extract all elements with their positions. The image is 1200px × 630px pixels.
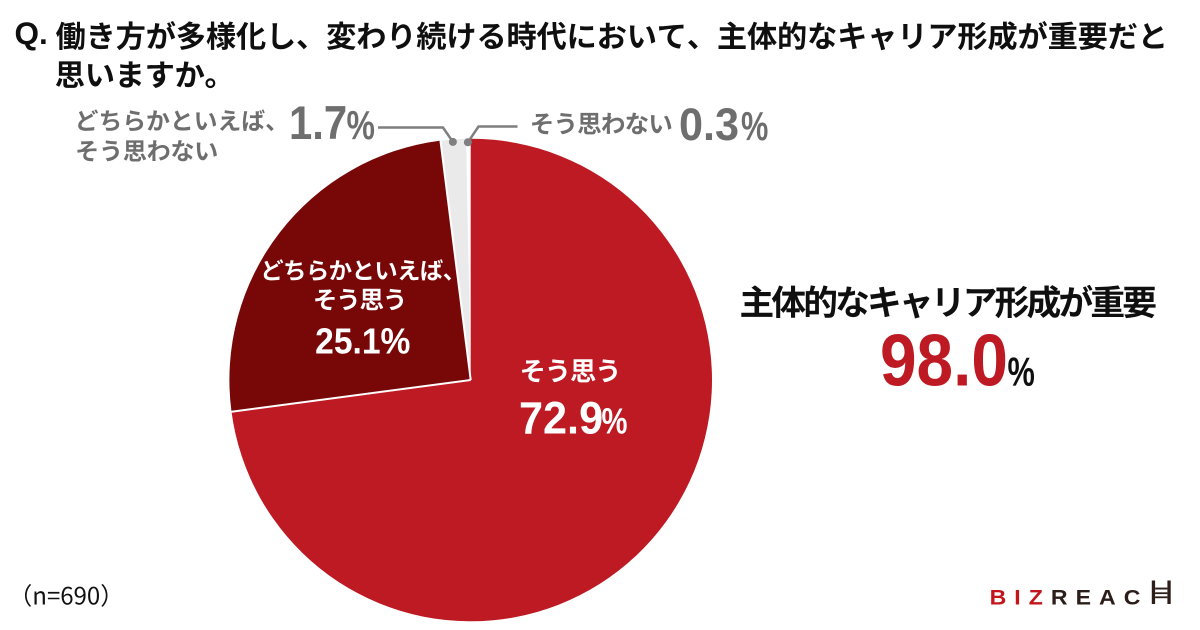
svg-text:98.0: 98.0: [880, 319, 1008, 401]
svg-text:%: %: [602, 401, 628, 442]
svg-text:%: %: [1008, 348, 1035, 394]
svg-text:%: %: [347, 102, 375, 148]
svg-text:BIZREAC: BIZREAC: [990, 585, 1149, 609]
svg-text:25.1%: 25.1%: [315, 321, 410, 362]
svg-text:0.3: 0.3: [679, 100, 739, 150]
svg-text:%: %: [741, 103, 768, 149]
svg-text:72.9: 72.9: [519, 394, 603, 444]
svg-text:Q.: Q.: [15, 15, 48, 51]
svg-text:1.7: 1.7: [289, 97, 347, 150]
